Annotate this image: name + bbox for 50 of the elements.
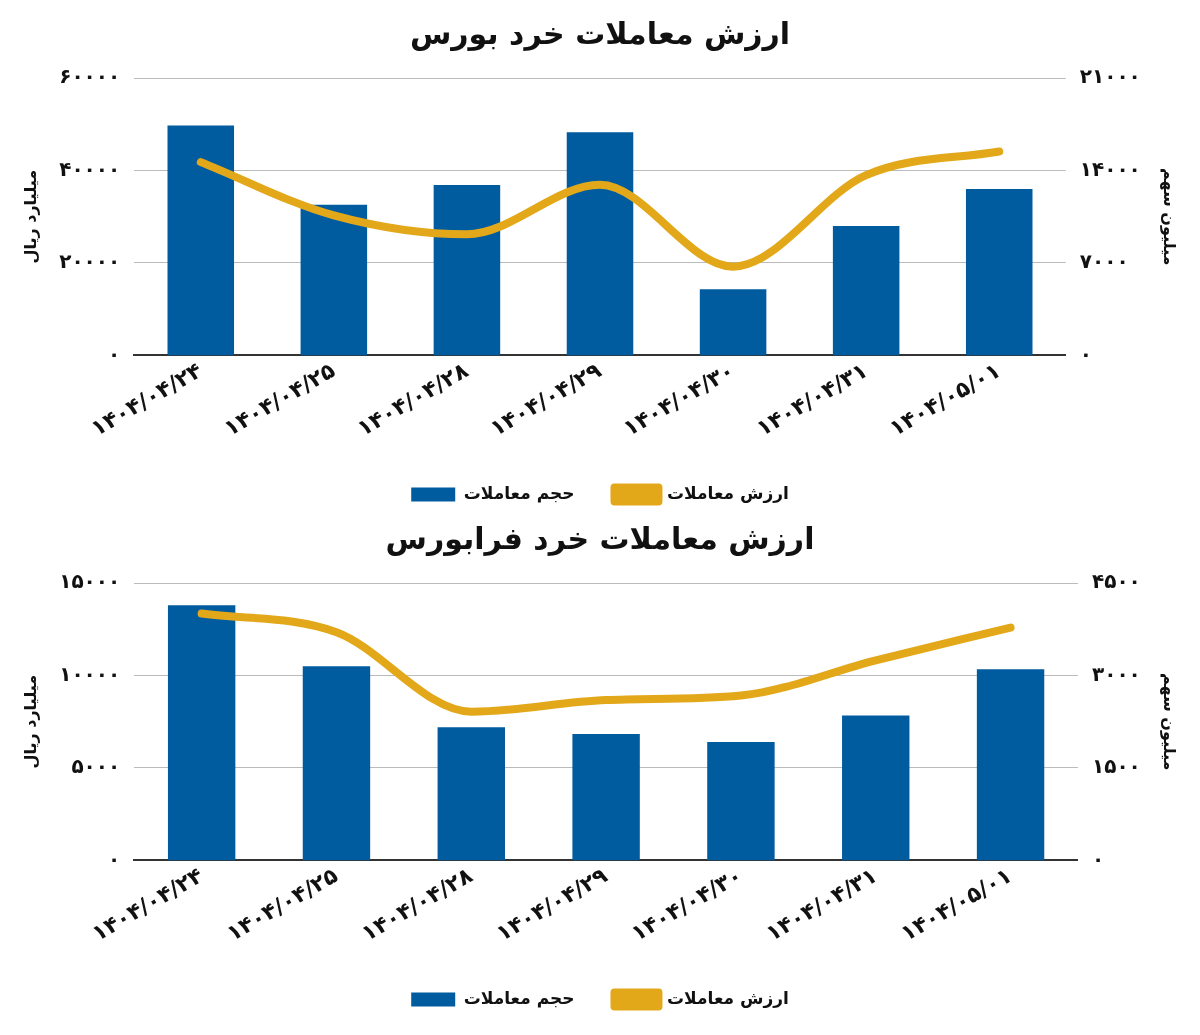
bar	[566, 132, 634, 356]
y-tick-label: ۵۰۰۰	[71, 754, 121, 779]
x-tick-label: ۱۴۰۴/۰۴/۲۵	[222, 862, 342, 946]
x-tick-label: ۱۴۰۴/۰۵/۰۱	[896, 862, 1016, 946]
x-tick-label: ۱۴۰۴/۰۴/۲۸	[357, 862, 478, 946]
y-tick-label: ۶۰۰۰۰	[59, 64, 121, 89]
y-tick-label: ۱۰۰۰۰	[59, 661, 121, 686]
y-tick-label: ۴۰۰۰۰	[59, 156, 121, 181]
y2-tick-label: ۱۴۰۰۰	[1079, 156, 1141, 181]
x-tick-label: ۱۴۰۴/۰۴/۳۱	[761, 862, 882, 946]
bar	[572, 734, 640, 861]
bar	[433, 184, 501, 356]
chart-title: ارزش معاملات خرد فرابورس	[385, 520, 815, 556]
bar	[300, 204, 368, 356]
y-axis-title: میلیارد ریال	[20, 169, 40, 264]
bar	[167, 125, 235, 356]
y2-tick-label: ۰	[1079, 341, 1092, 366]
legend-label: حجم معاملات	[463, 482, 575, 503]
y2-tick-label: ۱۵۰۰	[1091, 754, 1141, 779]
x-tick-label: ۱۴۰۴/۰۴/۳۱	[752, 357, 872, 441]
y2-axis-title: میلیون سهم	[1160, 167, 1180, 266]
legend-label: ارزش معاملات	[666, 482, 789, 503]
x-tick-label: ۱۴۰۴/۰۴/۲۸	[352, 357, 473, 441]
x-tick-label: ۱۴۰۴/۰۴/۲۵	[219, 357, 340, 441]
y-axis-title: میلیارد ریال	[20, 674, 40, 769]
legend-label: ارزش معاملات	[666, 987, 789, 1008]
x-tick-label: ۱۴۰۴/۰۵/۰۱	[885, 357, 1005, 441]
y2-tick-label: ۷۰۰۰	[1079, 249, 1129, 274]
bar	[167, 605, 236, 861]
x-tick-label: ۱۴۰۴/۰۴/۲۹	[485, 357, 606, 441]
y2-tick-label: ۲۱۰۰۰	[1079, 64, 1141, 89]
bar	[707, 742, 775, 861]
y2-tick-label: ۴۵۰۰	[1091, 569, 1141, 594]
bar	[302, 666, 371, 861]
bar	[965, 188, 1033, 356]
chart-title: ارزش معاملات خرد بورس	[409, 15, 791, 51]
y-tick-label: ۲۰۰۰۰	[59, 249, 121, 274]
bar	[437, 727, 505, 861]
legend-label: حجم معاملات	[463, 987, 575, 1008]
y2-tick-label: ۰	[1091, 846, 1105, 871]
bar	[699, 289, 767, 356]
x-tick-label: ۱۴۰۴/۰۴/۲۹	[492, 862, 612, 946]
bar	[976, 669, 1045, 861]
y-tick-label: ۱۵۰۰۰	[59, 569, 121, 594]
x-tick-label: ۱۴۰۴/۰۴/۳۰	[619, 357, 739, 441]
bar	[842, 715, 910, 861]
x-tick-label: ۱۴۰۴/۰۴/۳۰	[626, 862, 747, 946]
y2-tick-label: ۳۰۰۰	[1091, 661, 1141, 686]
y2-axis-title: میلیون سهم	[1160, 672, 1180, 771]
bar	[832, 225, 900, 356]
